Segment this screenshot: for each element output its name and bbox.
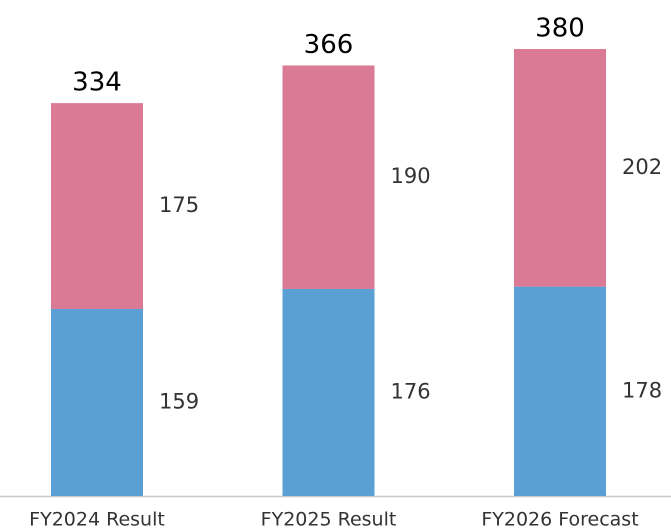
bar-segment	[282, 65, 375, 289]
bar-segment	[282, 288, 375, 496]
segment-label: 202	[622, 155, 662, 179]
bar-segment	[514, 286, 606, 496]
bar-segment	[51, 308, 143, 496]
segment-label: 175	[159, 193, 199, 217]
bar-segment	[514, 49, 606, 287]
segment-label: 176	[391, 379, 431, 403]
segment-label: 159	[159, 389, 199, 413]
total-label: 380	[535, 14, 585, 44]
bar-segment	[51, 103, 143, 309]
total-label: 334	[72, 68, 122, 98]
x-tick-label: FY2025 Result	[261, 509, 397, 531]
x-tick-label: FY2024 Result	[29, 509, 165, 531]
total-label: 366	[304, 30, 354, 60]
x-tick-label: FY2026 Forecast	[481, 509, 638, 531]
segment-label: 178	[622, 378, 662, 402]
segment-label: 190	[391, 164, 431, 188]
